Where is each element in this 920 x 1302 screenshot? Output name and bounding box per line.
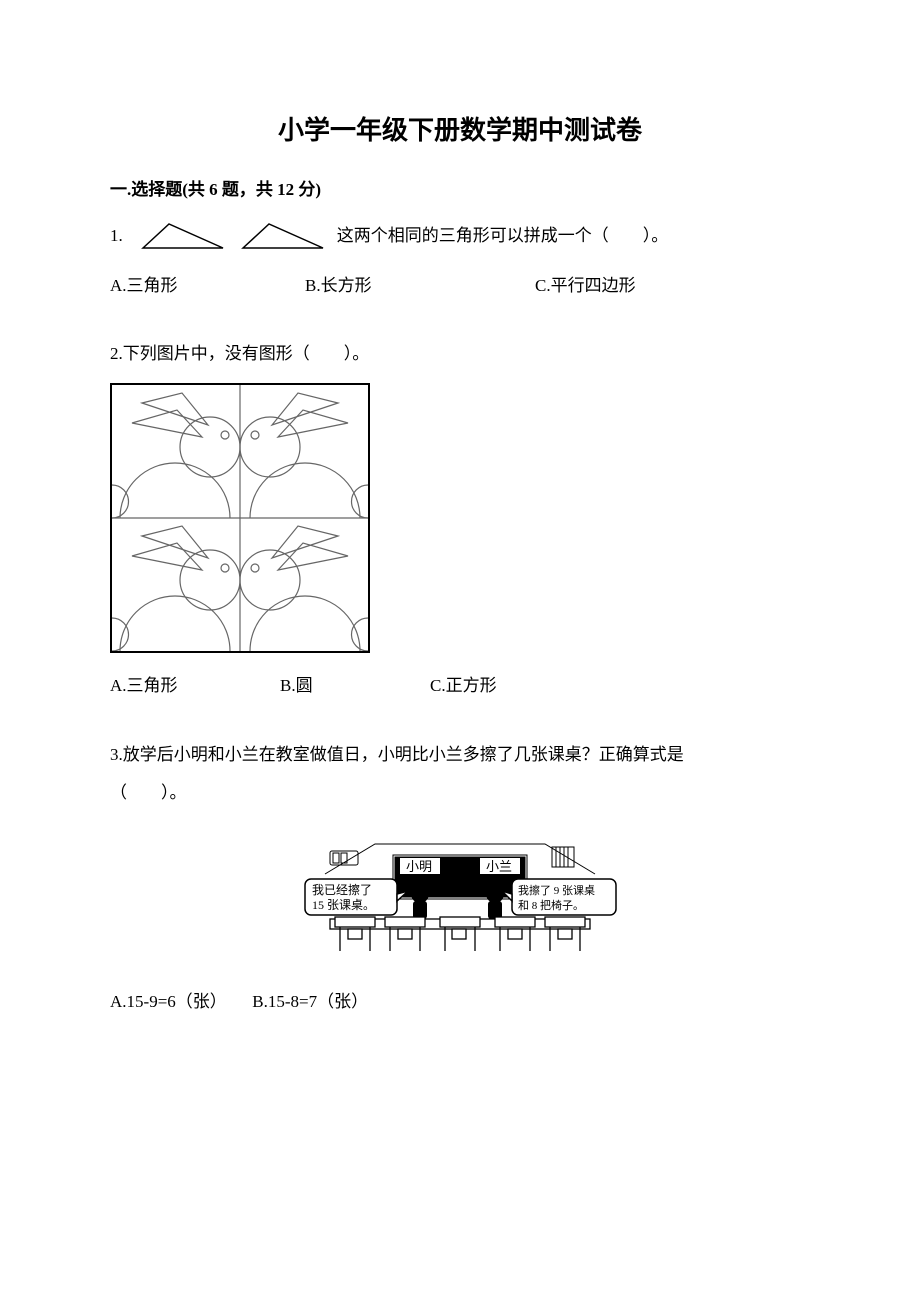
q2-option-b: B.圆 xyxy=(280,671,430,696)
q3-line1: 3.放学后小明和小兰在教室做值日，小明比小兰多擦了几张课桌？正确算式是 xyxy=(110,745,684,764)
bubble-left-l2: 15 张课桌。 xyxy=(312,898,375,912)
q1-option-a: A.三角形 xyxy=(110,268,305,304)
q3-option-a: A.15-9=6（张） xyxy=(110,992,227,1011)
q2-option-a: A.三角形 xyxy=(110,671,280,696)
triangle-icon xyxy=(137,218,227,254)
q2-image xyxy=(110,383,370,653)
bubble-right-l1: 我擦了 9 张课桌 xyxy=(518,883,595,897)
classroom-diagram: 小明 小明 小兰 我已经擦了 15 张课桌。 我擦了 9 张课桌 和 8 xyxy=(300,839,620,959)
q3-option-b: B.15-8=7（张） xyxy=(252,992,368,1011)
q2-option-c: C.正方形 xyxy=(430,671,497,696)
triangle-icon xyxy=(237,218,327,254)
page-title: 小学一年级下册数学期中测试卷 xyxy=(110,110,810,147)
question-3: 3.放学后小明和小兰在教室做值日，小明比小兰多擦了几张课桌？正确算式是 （ ）。 xyxy=(110,736,810,1012)
question-1: 1. 这两个相同的三角形可以拼成一个（ ）。 A.三角形 B.长方形 C.平行四… xyxy=(110,218,810,304)
q1-options: A.三角形 B.长方形 C.平行四边形 xyxy=(110,268,810,304)
q1-option-b: B.长方形 xyxy=(305,268,535,304)
svg-text:小明: 小明 xyxy=(406,859,432,874)
q1-number: 1. xyxy=(110,218,123,254)
bubble-left-l1: 我已经擦了 xyxy=(312,883,372,897)
q1-option-c: C.平行四边形 xyxy=(535,268,636,304)
bubble-right-l2: 和 8 把椅子。 xyxy=(518,898,584,912)
question-2: 2.下列图片中，没有图形（ ）。 xyxy=(110,336,810,697)
q1-text: 这两个相同的三角形可以拼成一个（ ）。 xyxy=(337,218,669,254)
q3-text: 3.放学后小明和小兰在教室做值日，小明比小兰多擦了几张课桌？正确算式是 （ ）。 xyxy=(110,736,810,811)
q2-text: 2.下列图片中，没有图形（ ）。 xyxy=(110,336,810,372)
section-header-1: 一.选择题(共 6 题，共 12 分) xyxy=(110,175,810,200)
q2-options: A.三角形 B.圆 C.正方形 xyxy=(110,671,810,696)
q1-row: 1. 这两个相同的三角形可以拼成一个（ ）。 xyxy=(110,218,810,254)
q3-image-wrap: 小明 小明 小兰 我已经擦了 15 张课桌。 我擦了 9 张课桌 和 8 xyxy=(110,839,810,959)
page: 小学一年级下册数学期中测试卷 一.选择题(共 6 题，共 12 分) 1. 这两… xyxy=(0,0,920,1302)
shapes-diagram xyxy=(112,385,368,651)
svg-text:小兰: 小兰 xyxy=(486,859,512,874)
q3-options: A.15-9=6（张） B.15-8=7（张） xyxy=(110,987,810,1012)
q3-line2: （ ）。 xyxy=(110,783,187,802)
